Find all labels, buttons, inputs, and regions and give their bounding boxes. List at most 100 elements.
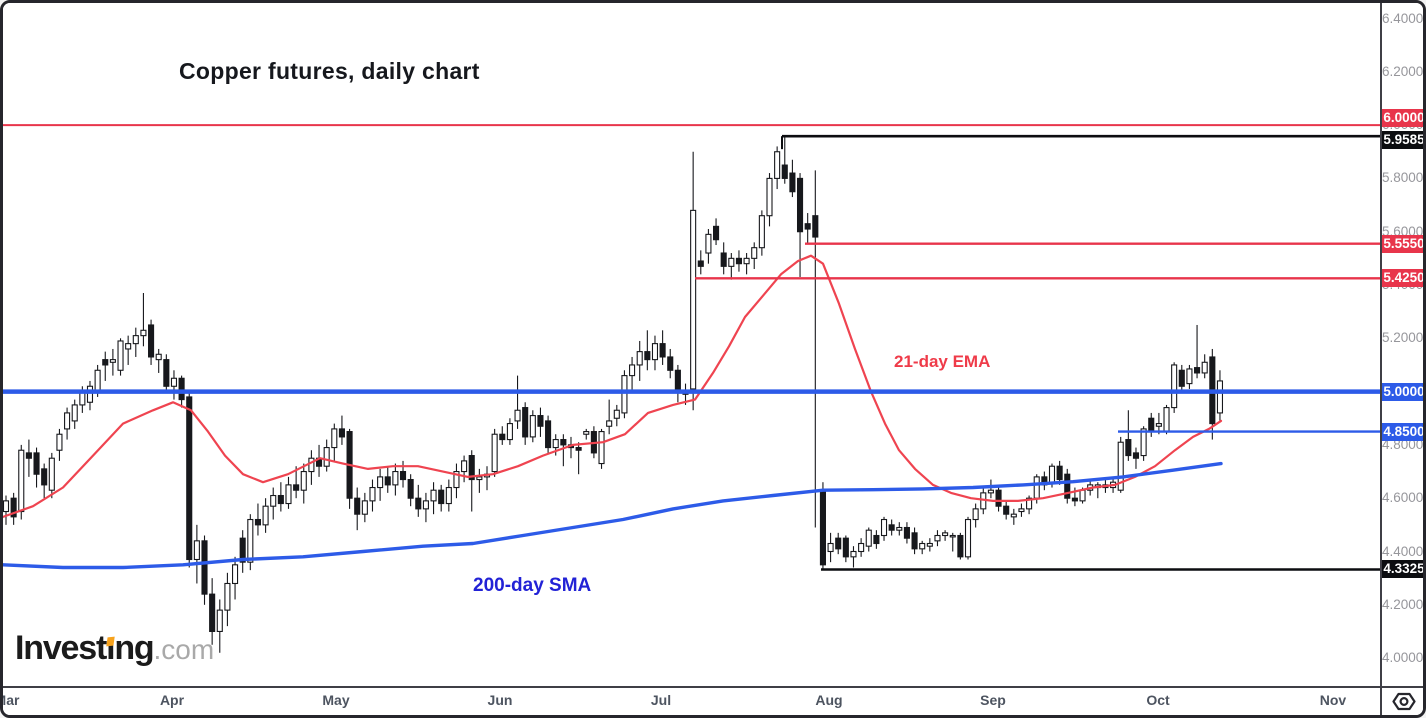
candle-body bbox=[422, 500, 429, 510]
candle-body bbox=[232, 564, 239, 585]
candle-body bbox=[3, 500, 10, 513]
candle-body bbox=[308, 457, 315, 473]
y-axis-tick-label: 4.8000 bbox=[1382, 436, 1424, 452]
candle-body bbox=[430, 489, 437, 502]
candle-body bbox=[545, 420, 552, 449]
candle-body bbox=[1071, 497, 1078, 502]
y-axis-tick-label: 4.4000 bbox=[1382, 543, 1424, 559]
candle-body bbox=[613, 409, 620, 419]
candlestick-canvas[interactable] bbox=[3, 3, 1380, 686]
candle-body bbox=[1026, 497, 1033, 510]
candle-body bbox=[735, 257, 743, 265]
candle-body bbox=[758, 215, 765, 249]
candle-body bbox=[117, 340, 124, 371]
x-axis-month-label: May bbox=[322, 692, 350, 708]
candle-body bbox=[827, 542, 834, 553]
candle-body bbox=[606, 420, 613, 427]
candle-body bbox=[926, 542, 933, 547]
candle-body bbox=[705, 233, 712, 254]
candle-body bbox=[537, 415, 544, 427]
candle-body bbox=[438, 489, 445, 505]
price-level-badge: 4.8500 bbox=[1382, 422, 1425, 441]
candle-body bbox=[369, 486, 376, 502]
x-axis-month-label: Oct bbox=[1146, 692, 1170, 708]
candle-body bbox=[621, 375, 628, 414]
candle-body bbox=[514, 409, 521, 422]
candle-body bbox=[789, 172, 796, 193]
candle-body bbox=[667, 356, 674, 371]
candle-body bbox=[659, 343, 666, 358]
candle-body bbox=[812, 215, 819, 238]
candle-body bbox=[1079, 489, 1086, 502]
candle-body bbox=[109, 359, 116, 363]
time-axis[interactable]: Mar Apr May Jun Jul Aug Sep Oct Nov bbox=[3, 686, 1380, 715]
candle-body bbox=[1064, 473, 1071, 499]
candle-body bbox=[1201, 361, 1208, 374]
candle-body bbox=[86, 385, 94, 403]
candle-body bbox=[468, 455, 475, 481]
candle-body bbox=[239, 537, 246, 563]
candle-body bbox=[64, 412, 71, 430]
investing-mark-icon bbox=[1392, 692, 1416, 711]
candle-body bbox=[720, 252, 727, 267]
price-level-badge: 5.4250 bbox=[1382, 269, 1425, 288]
sma-annotation: 200-day SMA bbox=[473, 575, 592, 596]
candle-body bbox=[766, 177, 773, 217]
candle-body bbox=[285, 484, 292, 505]
candle-body bbox=[1216, 380, 1224, 414]
candle-body bbox=[575, 447, 582, 451]
candle-body bbox=[865, 529, 872, 547]
candle-body bbox=[476, 476, 483, 481]
price-level-badge: 4.3325 bbox=[1382, 560, 1425, 579]
price-level-badge: 5.0000 bbox=[1382, 382, 1425, 401]
candle-body bbox=[453, 470, 460, 489]
investing-logo: Investıng.com bbox=[15, 629, 214, 668]
candle-body bbox=[1132, 452, 1140, 459]
x-axis-month-label: Aug bbox=[815, 692, 843, 708]
candle-body bbox=[819, 489, 826, 566]
candle-body bbox=[636, 351, 643, 366]
price-chart-plot[interactable]: Copper futures, daily chart 21-day EMA 2… bbox=[3, 3, 1380, 686]
axis-corner bbox=[1380, 686, 1423, 715]
candle-body bbox=[361, 500, 368, 515]
candle-body bbox=[911, 532, 918, 550]
price-axis[interactable]: 6.40006.20006.00005.80005.60005.40005.20… bbox=[1380, 3, 1425, 686]
logo-text: Investıng bbox=[15, 629, 155, 667]
candle-body bbox=[224, 582, 231, 611]
candle-body bbox=[1018, 508, 1025, 513]
candle-body bbox=[674, 369, 681, 393]
candle-body bbox=[384, 476, 391, 486]
y-axis-tick-label: 6.2000 bbox=[1382, 63, 1424, 79]
candle-body bbox=[293, 484, 300, 491]
candle-body bbox=[209, 593, 216, 633]
candle-body bbox=[1186, 368, 1193, 385]
candle-body bbox=[1194, 367, 1201, 374]
x-axis-month-label: Sep bbox=[980, 692, 1006, 708]
candle-body bbox=[728, 257, 735, 267]
candle-body bbox=[1048, 465, 1056, 483]
candle-body bbox=[163, 359, 170, 387]
candle-body bbox=[560, 439, 567, 446]
candle-body bbox=[125, 343, 132, 350]
candle-body bbox=[529, 415, 536, 438]
candle-body bbox=[247, 518, 254, 563]
candle-body bbox=[178, 377, 185, 401]
candle-body bbox=[957, 534, 964, 558]
candle-body bbox=[262, 505, 269, 526]
candle-body bbox=[377, 476, 384, 489]
candle-body bbox=[888, 524, 895, 531]
candle-body bbox=[270, 494, 277, 507]
candle-body bbox=[1056, 465, 1063, 481]
candle-body bbox=[140, 329, 147, 337]
candle-body bbox=[651, 343, 659, 361]
candle-body bbox=[1033, 476, 1040, 499]
candle-body bbox=[1003, 505, 1010, 515]
candle-body bbox=[835, 537, 842, 550]
candle-body bbox=[713, 225, 720, 241]
candle-body bbox=[850, 550, 857, 558]
candle-body bbox=[942, 532, 949, 537]
candle-body bbox=[392, 470, 399, 486]
candle-body bbox=[598, 431, 605, 465]
candle-body bbox=[102, 359, 109, 366]
